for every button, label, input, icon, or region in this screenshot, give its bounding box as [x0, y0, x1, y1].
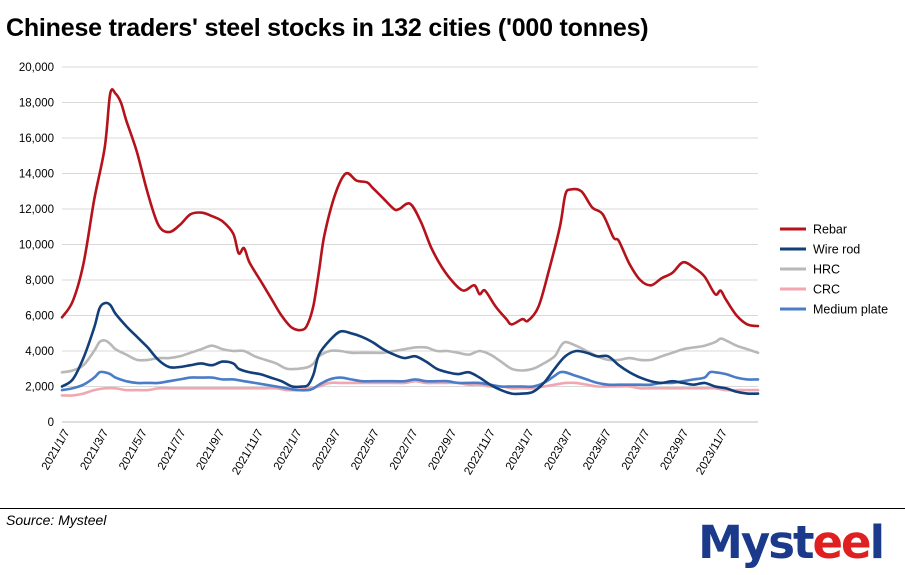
- x-tick-label: 2021/11/7: [230, 428, 266, 478]
- x-tick-label: 2021/3/7: [78, 428, 111, 473]
- y-tick-label: 8,000: [25, 275, 54, 287]
- x-tick-label: 2022/5/7: [349, 428, 382, 473]
- x-axis-ticks: 2021/1/7 2021/3/7 2021/5/7 2021/7/7 2021/9/7…: [40, 428, 730, 478]
- line-chart: 0 2,000 4,000 6,000 8,000 10,000 12,000 14,000 1…: [19, 62, 888, 478]
- x-tick-label: 2021/7/7: [156, 428, 189, 473]
- x-tick-label: 2022/3/7: [310, 428, 343, 473]
- series-line-wire-rod: [60, 301, 760, 396]
- series-line-medium-plate: [60, 370, 760, 392]
- x-tick-label: 2023/9/7: [658, 428, 691, 473]
- legend: Rebar Wire rod HRC CRC Medium plate: [780, 223, 888, 317]
- x-tick-label: 2023/7/7: [620, 428, 653, 473]
- y-tick-label: 14,000: [19, 169, 54, 181]
- y-tick-label: 12,000: [19, 204, 54, 216]
- gridlines: [62, 66, 758, 387]
- y-tick-label: 18,000: [19, 98, 54, 110]
- y-tick-label: 0: [48, 417, 54, 429]
- series-line-crc: [60, 379, 760, 397]
- y-axis-ticks: 0 2,000 4,000 6,000 8,000 10,000 12,000 14,000 1…: [19, 62, 54, 429]
- mysteel-logo: Mysteel: [698, 516, 885, 569]
- x-tick-label: 2023/3/7: [542, 428, 575, 473]
- y-tick-label: 2,000: [25, 382, 54, 394]
- chart-title: Chinese traders' steel stocks in 132 cit…: [6, 14, 649, 42]
- x-tick-label: 2023/11/7: [694, 428, 730, 478]
- y-tick-label: 16,000: [19, 133, 54, 145]
- x-tick-label: 2022/7/7: [388, 428, 421, 473]
- series-line-hrc: [60, 337, 760, 374]
- x-tick-label: 2023/1/7: [504, 428, 537, 473]
- footer-divider: [0, 508, 905, 509]
- legend-label: CRC: [813, 283, 840, 297]
- y-tick-label: 6,000: [25, 311, 54, 323]
- series-lines: [60, 88, 760, 397]
- x-tick-label: 2022/11/7: [462, 428, 498, 478]
- y-tick-label: 10,000: [19, 240, 54, 252]
- source-note: Source: Mysteel: [6, 512, 107, 528]
- x-tick-label: 2023/5/7: [581, 428, 614, 473]
- x-tick-label: 2022/9/7: [426, 428, 459, 473]
- x-tick-label: 2021/5/7: [117, 428, 150, 473]
- y-tick-label: 20,000: [19, 62, 54, 74]
- x-tick-label: 2022/1/7: [272, 428, 305, 473]
- legend-label: Wire rod: [813, 243, 860, 257]
- legend-label: HRC: [813, 263, 840, 277]
- y-tick-label: 4,000: [25, 346, 54, 358]
- legend-label: Medium plate: [813, 303, 888, 317]
- x-tick-label: 2021/1/7: [40, 428, 73, 473]
- x-tick-label: 2021/9/7: [194, 428, 227, 473]
- series-line-rebar: [60, 88, 760, 332]
- legend-label: Rebar: [813, 223, 847, 237]
